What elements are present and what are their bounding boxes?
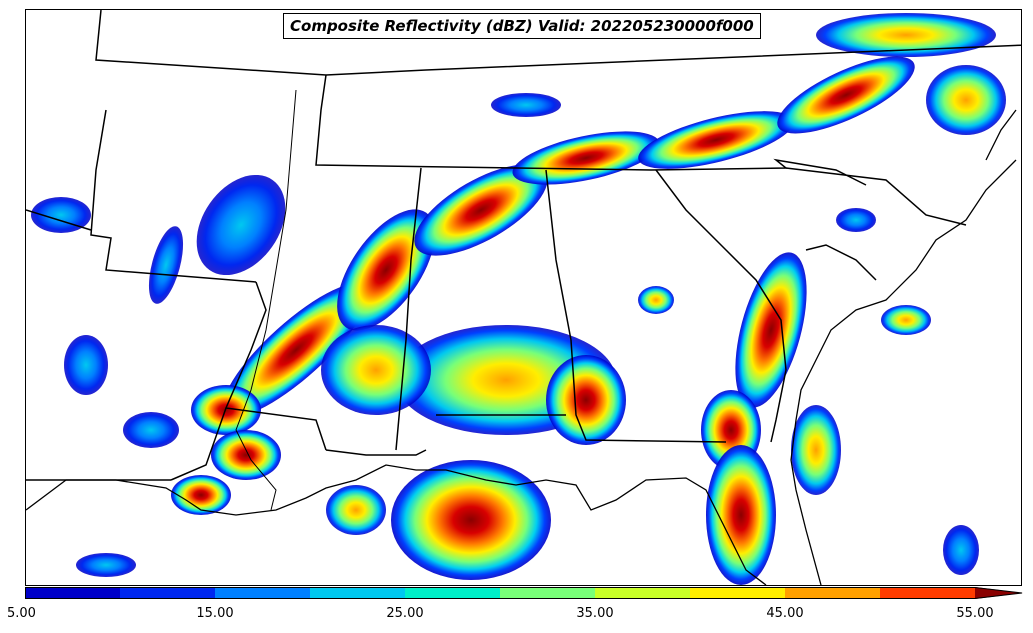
precip-cell xyxy=(777,56,915,134)
colorbar-tick-label: 45.00 xyxy=(766,606,804,621)
map-title: Composite Reflectivity (dBZ) Valid: 2022… xyxy=(283,13,761,39)
colorbar-tick-label: 25.00 xyxy=(386,606,424,621)
colorbar-segment xyxy=(500,587,595,599)
coastlines xyxy=(26,109,1017,585)
precip-cell xyxy=(337,209,435,331)
rivers xyxy=(235,89,297,511)
precip-cell xyxy=(836,208,876,232)
colorbar-segment xyxy=(880,587,975,599)
colorbar xyxy=(25,587,1023,599)
colorbar-segment xyxy=(405,587,500,599)
map-panel xyxy=(25,9,1022,586)
precip-cell xyxy=(735,252,807,408)
precip-cell xyxy=(414,164,548,256)
precip-cell xyxy=(76,553,136,577)
reflectivity-map xyxy=(26,10,1021,585)
precip-cell xyxy=(816,13,996,57)
precip-cell xyxy=(64,335,108,395)
colorbar-segment xyxy=(215,587,310,599)
precip-cell xyxy=(326,485,386,535)
colorbar-tick-label: 35.00 xyxy=(576,606,614,621)
precip-cell xyxy=(706,445,776,585)
precip-cell xyxy=(512,131,660,185)
precip-cell xyxy=(638,111,794,169)
precip-cell xyxy=(321,325,431,415)
colorbar-extend-arrow xyxy=(975,587,1023,599)
precip-cell xyxy=(926,65,1006,135)
colorbar-tick-label: 15.00 xyxy=(196,606,234,621)
colorbar-tick-label: 55.00 xyxy=(956,606,994,621)
precip-cell xyxy=(196,174,286,276)
colorbar-segment xyxy=(25,587,120,599)
precip-cell xyxy=(31,197,91,233)
precip-cell xyxy=(222,283,370,417)
colorbar-tick-label: 5.00 xyxy=(7,606,36,621)
colorbar-segment xyxy=(595,587,690,599)
precip-cell xyxy=(881,305,931,335)
precip-cell xyxy=(211,430,281,480)
colorbar-segment xyxy=(690,587,785,599)
colorbar-outline xyxy=(25,587,1023,599)
precip-cell xyxy=(943,525,979,575)
precip-cell xyxy=(123,412,179,448)
reflectivity-field xyxy=(31,13,1006,585)
colorbar-segment xyxy=(310,587,405,599)
precip-cell xyxy=(791,405,841,495)
precip-cell xyxy=(171,475,231,515)
colorbar-segment xyxy=(785,587,880,599)
precip-cell xyxy=(391,460,551,580)
precip-cell xyxy=(491,93,561,117)
precip-cell xyxy=(638,286,674,314)
precip-cell xyxy=(148,226,184,304)
precip-cell xyxy=(546,355,626,445)
colorbar-segment xyxy=(120,587,215,599)
